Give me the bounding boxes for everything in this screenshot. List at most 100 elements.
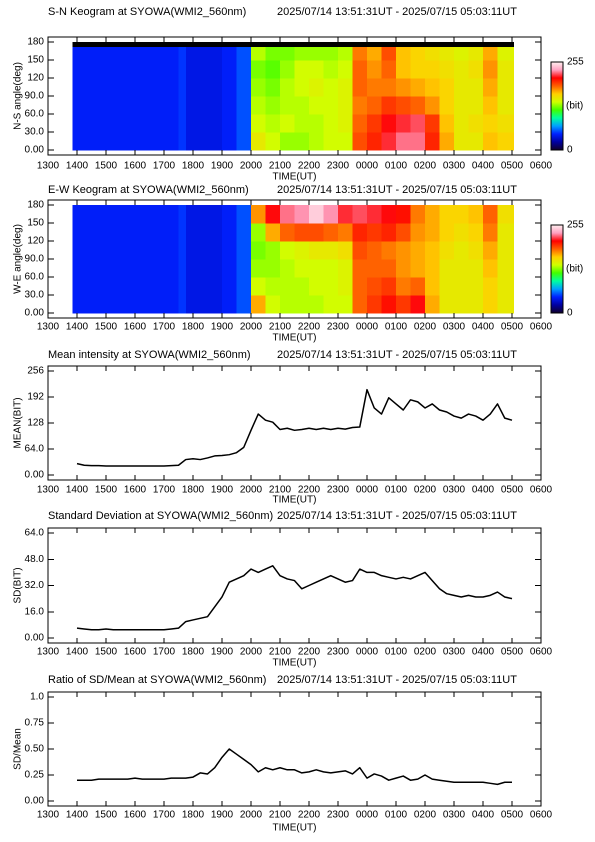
heatmap-cell (454, 277, 469, 296)
x-tick-label: 1500 (95, 810, 118, 821)
x-tick-label: 0100 (385, 485, 408, 496)
heatmap-cell (468, 277, 484, 296)
heatmap-cell (149, 205, 165, 224)
heatmap-cell (106, 46, 121, 61)
x-tick-label: 0500 (501, 322, 524, 333)
heatmap-cell (294, 114, 310, 133)
heatmap-cell (338, 114, 353, 133)
x-tick-label: 0300 (443, 322, 466, 333)
y-tick-label: 180 (27, 200, 44, 211)
x-tick-label: 0400 (472, 161, 495, 172)
x-tick-label: 1400 (66, 322, 89, 333)
data-line (76, 565, 513, 631)
heatmap-cell (251, 114, 266, 133)
x-tick-label: 0600 (530, 647, 553, 658)
heatmap-cell (381, 295, 397, 314)
heatmap-cell (497, 60, 514, 79)
heatmap-cell (352, 205, 368, 224)
heatmap-cell (352, 277, 368, 296)
heatmap-cell (265, 114, 281, 133)
x-tick-label: 1900 (211, 810, 234, 821)
heatmap-cell (454, 259, 469, 278)
heatmap-cell (381, 223, 397, 242)
heatmap-cell (410, 114, 426, 133)
heatmap-cell (185, 295, 194, 314)
heatmap-cell (396, 60, 411, 79)
heatmap-cell (338, 205, 353, 224)
heatmap-cell (468, 78, 484, 97)
x-tick-label: 2300 (327, 647, 350, 658)
heatmap-cell (280, 114, 295, 133)
heatmap-cell (352, 60, 368, 79)
heatmap-cell (410, 42, 426, 48)
y-tick-label: 60.0 (25, 272, 45, 283)
y-tick-label: 0.25 (25, 770, 45, 781)
heatmap-cell (135, 46, 150, 61)
heatmap-cell (454, 223, 469, 242)
heatmap-cell (439, 132, 455, 151)
heatmap-cell (135, 259, 150, 278)
heatmap-cell (135, 96, 150, 115)
heatmap-cell (164, 241, 179, 260)
heatmap-cell (468, 60, 484, 79)
x-tick-label: 0100 (385, 810, 408, 821)
heatmap-cell (178, 132, 187, 151)
heatmap-cell (207, 259, 223, 278)
heatmap-cell (425, 132, 440, 151)
heatmap-cell (91, 223, 107, 242)
heatmap-cell (497, 259, 514, 278)
heatmap-cell (454, 241, 469, 260)
colorbar-tick-label: 0 (567, 308, 573, 319)
heatmap-cell (106, 205, 121, 224)
heatmap-cell (72, 60, 92, 79)
x-tick-label: 1800 (182, 647, 205, 658)
heatmap-cell (280, 205, 295, 224)
heatmap-cell (280, 223, 295, 242)
heatmap-cell (178, 114, 187, 133)
x-tick-label: 0600 (530, 322, 553, 333)
heatmap-cell (72, 78, 92, 97)
heatmap-cell (207, 46, 223, 61)
heatmap-cell (72, 114, 92, 133)
heatmap-cell (483, 295, 498, 314)
x-tick-label: 0300 (443, 485, 466, 496)
heatmap-cell (164, 42, 179, 48)
y-tick-label: 32.0 (25, 580, 45, 591)
chart-subtitle: 2025/07/14 13:51:31UT - 2025/07/15 05:03… (277, 6, 517, 18)
heatmap-cell (265, 277, 281, 296)
heatmap-cell (367, 277, 382, 296)
x-tick-label: 1800 (182, 322, 205, 333)
x-tick-label: 1300 (37, 647, 60, 658)
chart-subtitle: 2025/07/14 13:51:31UT - 2025/07/15 05:03… (277, 184, 517, 196)
heatmap-cell (323, 241, 339, 260)
heatmap-cell (483, 132, 498, 151)
heatmap-cell (280, 46, 295, 61)
heatmap-cell (410, 259, 426, 278)
x-tick-label: 0300 (443, 647, 466, 658)
heatmap-cell (193, 205, 208, 224)
heatmap-cell (294, 277, 310, 296)
heatmap-cell (178, 42, 187, 48)
x-tick-label: 2200 (298, 161, 321, 172)
heatmap-cell (164, 277, 179, 296)
heatmap-cell (468, 132, 484, 151)
heatmap-cell (236, 205, 252, 224)
heatmap-cell (381, 78, 397, 97)
heatmap-cell (367, 223, 382, 242)
x-tick-label: 1400 (66, 810, 89, 821)
heatmap-cell (91, 295, 107, 314)
heatmap-cell (251, 295, 266, 314)
heatmap-cell (410, 78, 426, 97)
x-tick-label: 1900 (211, 322, 234, 333)
x-tick-label: 2300 (327, 810, 350, 821)
heatmap-cell (410, 295, 426, 314)
heatmap-cell (338, 132, 353, 151)
heatmap-cell (91, 96, 107, 115)
heatmap-cell (425, 223, 440, 242)
heatmap-cell (309, 114, 324, 133)
x-tick-label: 1600 (124, 485, 147, 496)
heatmap-cell (280, 241, 295, 260)
heatmap-cell (410, 46, 426, 61)
heatmap-cell (396, 42, 411, 48)
heatmap-cell (396, 277, 411, 296)
